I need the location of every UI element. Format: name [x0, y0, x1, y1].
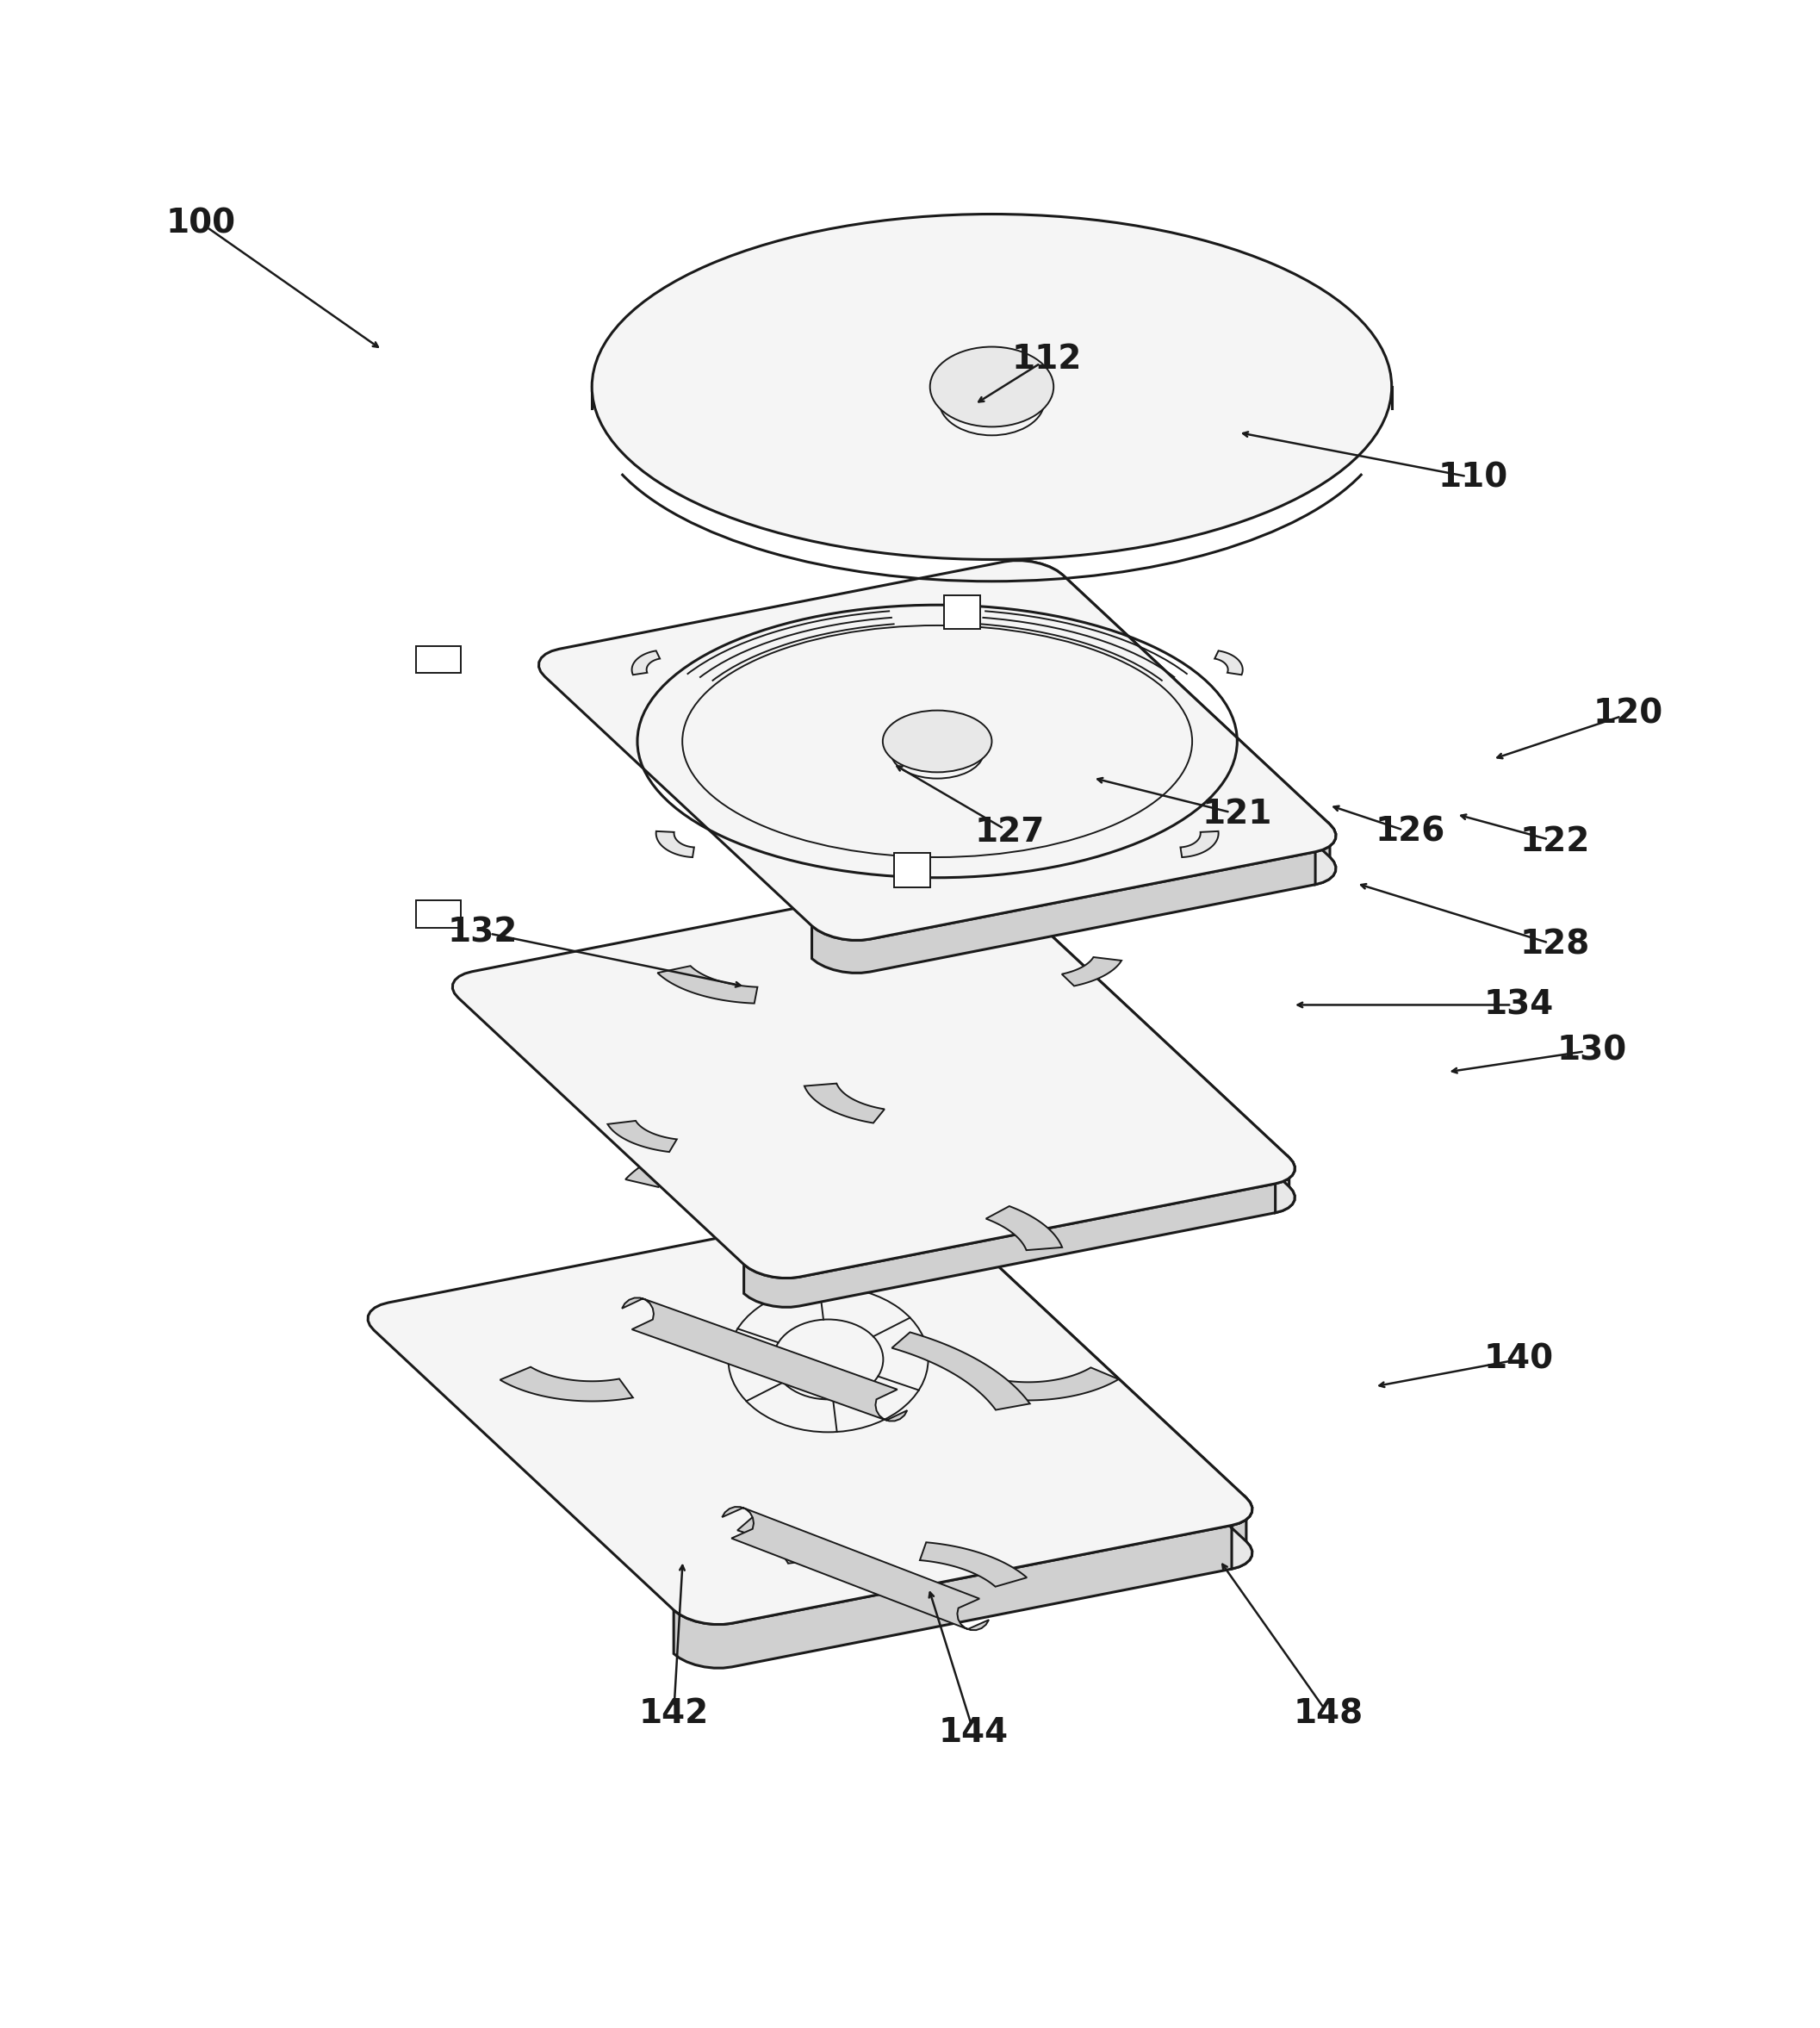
Text: 148: 148	[1294, 1697, 1363, 1730]
Polygon shape	[632, 651, 661, 675]
Text: 120: 120	[1592, 698, 1663, 730]
Polygon shape	[501, 1367, 633, 1401]
Polygon shape	[988, 1367, 1119, 1399]
Polygon shape	[945, 596, 981, 629]
Ellipse shape	[592, 215, 1392, 560]
Text: 134: 134	[1483, 988, 1554, 1022]
Text: 126: 126	[1374, 815, 1445, 848]
Polygon shape	[415, 645, 460, 673]
Text: 121: 121	[1203, 797, 1272, 829]
Polygon shape	[673, 1499, 1252, 1667]
Polygon shape	[1005, 560, 1336, 884]
Text: 132: 132	[448, 917, 519, 949]
Polygon shape	[919, 1543, 1026, 1586]
Polygon shape	[1061, 957, 1121, 986]
Polygon shape	[626, 1140, 721, 1186]
Ellipse shape	[883, 710, 992, 773]
Polygon shape	[986, 1207, 1063, 1249]
Polygon shape	[737, 1515, 823, 1564]
Polygon shape	[744, 1158, 1294, 1308]
Polygon shape	[894, 854, 930, 888]
Text: 112: 112	[1012, 343, 1081, 375]
Ellipse shape	[930, 347, 1054, 426]
Polygon shape	[1181, 831, 1218, 858]
Polygon shape	[723, 1507, 988, 1631]
Polygon shape	[539, 560, 1336, 941]
Polygon shape	[655, 831, 693, 858]
Text: 100: 100	[166, 207, 237, 239]
Polygon shape	[368, 1203, 1252, 1624]
Polygon shape	[1214, 651, 1243, 675]
Polygon shape	[622, 1298, 906, 1422]
Polygon shape	[657, 965, 757, 1004]
Text: 144: 144	[939, 1716, 1008, 1748]
Polygon shape	[892, 1332, 1030, 1409]
Polygon shape	[804, 1083, 885, 1124]
Polygon shape	[608, 1121, 677, 1152]
Text: 140: 140	[1483, 1343, 1554, 1375]
Text: 110: 110	[1438, 460, 1509, 495]
Text: 130: 130	[1556, 1034, 1627, 1067]
Text: 127: 127	[976, 815, 1045, 848]
Text: 122: 122	[1520, 825, 1591, 858]
Polygon shape	[453, 878, 1294, 1278]
Text: 128: 128	[1520, 929, 1591, 961]
Polygon shape	[415, 900, 460, 927]
Polygon shape	[888, 1203, 1252, 1570]
Text: 142: 142	[639, 1697, 708, 1730]
Polygon shape	[812, 823, 1336, 973]
Polygon shape	[948, 878, 1294, 1213]
